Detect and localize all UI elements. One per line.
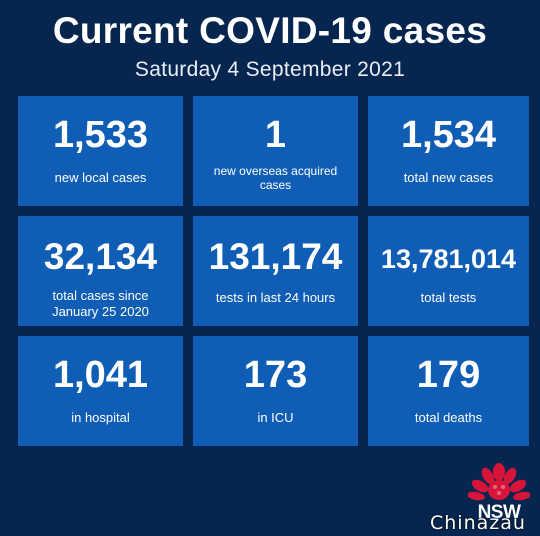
stat-label: new local cases — [54, 170, 147, 185]
stat-card-total-deaths: 179 total deaths — [368, 336, 529, 446]
stat-card-in-icu: 173 in ICU — [193, 336, 358, 446]
stat-card-total-tests: 13,781,014 total tests — [368, 216, 529, 326]
stat-value: 1,533 — [52, 114, 149, 156]
stat-value: 32,134 — [43, 236, 158, 277]
stat-card-new-local-cases: 1,533 new local cases — [18, 96, 183, 206]
page-title: Current COVID-19 cases — [52, 10, 488, 51]
stat-value: 173 — [243, 354, 308, 396]
stat-card-total-cases: 32,134 total cases since January 25 2020 — [18, 216, 183, 326]
watermark: Chinazau — [430, 512, 526, 534]
stat-card-tests-24h: 131,174 tests in last 24 hours — [193, 216, 358, 326]
report-date: Saturday 4 September 2021 — [134, 58, 406, 81]
stat-label: in hospital — [71, 410, 130, 425]
waratah-flower-icon — [468, 463, 530, 501]
stat-label: total tests — [420, 290, 477, 305]
stat-value: 1,041 — [52, 354, 149, 396]
stat-label: total cases since January 25 2020 — [52, 288, 149, 319]
nsw-logo-text: NSW — [477, 502, 521, 523]
stat-label: tests in last 24 hours — [215, 290, 336, 305]
stat-value: 131,174 — [208, 236, 343, 277]
stat-card-total-new-cases: 1,534 total new cases — [368, 96, 529, 206]
stat-label: total new cases — [403, 170, 494, 185]
stat-label: total deaths — [414, 410, 483, 425]
stat-value: 1,534 — [400, 114, 497, 156]
stat-value: 1 — [264, 114, 287, 156]
stat-card-new-overseas-cases: 1 new overseas acquired cases — [193, 96, 358, 206]
stat-label: new overseas acquired cases — [213, 164, 338, 193]
stat-value: 179 — [416, 354, 481, 396]
stat-card-in-hospital: 1,041 in hospital — [18, 336, 183, 446]
stat-label: in ICU — [257, 410, 294, 425]
stat-value: 13,781,014 — [380, 244, 517, 274]
